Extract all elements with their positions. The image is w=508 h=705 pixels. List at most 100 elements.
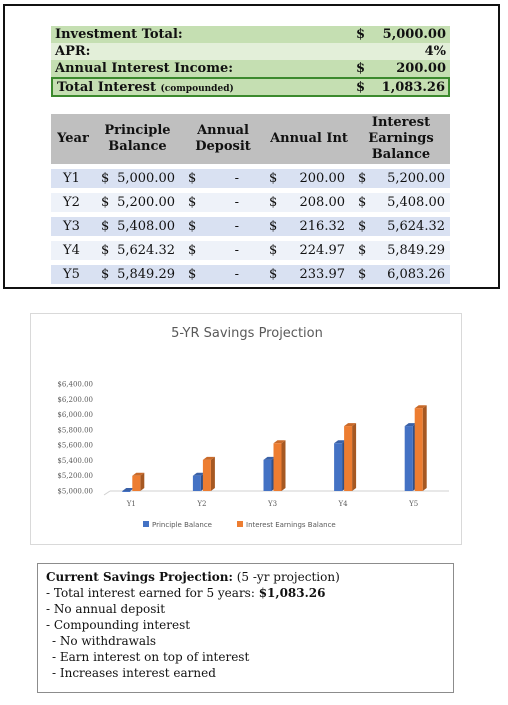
- cell-bal-cur: $: [358, 243, 367, 258]
- notes-line: - Increases interest earned: [52, 666, 216, 680]
- cell-deposit: -: [234, 243, 239, 258]
- cell-int: 216.32: [299, 219, 346, 234]
- bar-side: [352, 423, 357, 491]
- cell-year: Y2: [63, 195, 80, 210]
- cell-int: 200.00: [299, 171, 346, 186]
- apr-label: APR:: [55, 44, 91, 59]
- bar-top: [263, 456, 276, 460]
- bar-principle-balance: [404, 426, 413, 491]
- cell-int-cur: $: [269, 219, 278, 234]
- legend-swatch: [143, 521, 149, 527]
- total-interest-qualifier: (compounded): [160, 84, 234, 94]
- cell-int-cur: $: [269, 243, 278, 258]
- notes-total-prefix: - Total interest earned for 5 years:: [46, 586, 255, 600]
- header-annual-int: Annual Int: [270, 131, 348, 146]
- cell-bal-cur: $: [358, 219, 367, 234]
- notes-heading-line: Current Savings Projection: (5 -yr proje…: [46, 569, 340, 585]
- table-row: Y5 $5,849.29 $ - $233.97 $6,083.26: [51, 265, 450, 284]
- bar-interest-earnings-balance: [414, 408, 423, 491]
- bar-interest-earnings-balance: [273, 443, 282, 491]
- investment-sheet: Investment Total: $ 5,000.00 APR: 4% Ann…: [3, 4, 500, 289]
- cell-deposit: -: [234, 195, 239, 210]
- y-tick-label: $5,400.00: [57, 457, 93, 465]
- header-annual-deposit: Annual Deposit: [195, 123, 251, 154]
- cell-deposit-cur: $: [188, 171, 197, 186]
- cell-principle: 5,200.00: [117, 195, 175, 210]
- investment-total-value: 5,000.00: [382, 27, 446, 42]
- x-axis-depth-line: [103, 490, 111, 496]
- cell-year: Y1: [63, 171, 80, 186]
- notes-line: - Compounding interest: [46, 618, 191, 632]
- cell-int-cur: $: [269, 195, 278, 210]
- y-tick-label: $5,600.00: [57, 442, 93, 450]
- bar-interest-earnings-balance: [132, 475, 141, 491]
- chart-canvas: 5-YR Savings Projection $5,000.00 $5,200.0…: [57, 326, 449, 529]
- table-row: Y2 $5,200.00 $ - $208.00 $5,408.00: [51, 193, 450, 212]
- annual-interest-income-label: Annual Interest Income:: [55, 61, 234, 76]
- cell-principle-cur: $: [101, 195, 110, 210]
- cell-bal: 6,083.26: [387, 267, 445, 282]
- annual-interest-income-currency: $: [356, 61, 366, 76]
- header-interest-earnings-balance: Interest Earnings Balance: [368, 115, 434, 162]
- x-tick-label: Y4: [338, 500, 349, 508]
- legend-label: Principle Balance: [152, 521, 212, 529]
- apr-value: 4%: [424, 44, 446, 59]
- bar-principle-balance: [122, 491, 131, 492]
- bar-principle-balance: [192, 475, 201, 491]
- cell-deposit-cur: $: [188, 219, 197, 234]
- cell-principle: 5,624.32: [117, 243, 175, 258]
- y-tick-label: $6,200.00: [57, 396, 93, 404]
- bar-top: [344, 423, 357, 427]
- cell-bal-cur: $: [358, 195, 367, 210]
- cell-year: Y3: [63, 219, 80, 234]
- apr-row: APR: 4%: [51, 43, 450, 60]
- cell-bal: 5,624.32: [387, 219, 445, 234]
- investment-total-label: Investment Total:: [55, 27, 183, 42]
- bar-top: [404, 423, 417, 427]
- notes-line: - No annual deposit: [46, 602, 166, 616]
- bar-principle-balance: [334, 443, 343, 491]
- table-row: Y1 $5,000.00 $ - $200.00 $5,200.00: [51, 169, 450, 188]
- cell-deposit: -: [234, 171, 239, 186]
- annual-interest-income-value: 200.00: [396, 61, 446, 76]
- cell-principle: 5,000.00: [117, 171, 175, 186]
- cell-year: Y5: [63, 267, 80, 282]
- cell-deposit: -: [234, 267, 239, 282]
- notes-heading: Current Savings Projection:: [46, 570, 233, 584]
- total-interest-label: Total Interest: [57, 80, 156, 95]
- bar-side: [140, 472, 145, 491]
- cell-bal: 5,849.29: [387, 243, 445, 258]
- cell-int-cur: $: [269, 267, 278, 282]
- notes-total-value: $1,083.26: [258, 586, 326, 600]
- bar-side: [281, 440, 286, 491]
- cell-int: 224.97: [299, 243, 346, 258]
- cell-principle-cur: $: [101, 171, 110, 186]
- cell-deposit-cur: $: [188, 195, 197, 210]
- annual-interest-income-row: Annual Interest Income: $ 200.00: [51, 60, 450, 77]
- chart-title: 5-YR Savings Projection: [171, 326, 323, 341]
- cell-bal: 5,408.00: [387, 195, 445, 210]
- bar-top: [334, 440, 347, 444]
- cell-int: 208.00: [299, 195, 346, 210]
- cell-principle-cur: $: [101, 243, 110, 258]
- x-tick-label: Y1: [126, 500, 136, 508]
- y-tick-label: $5,000.00: [57, 488, 93, 496]
- y-tick-label: $5,800.00: [57, 426, 93, 434]
- bar-principle-balance: [263, 459, 272, 491]
- total-interest-row: Total Interest (compounded) $ 1,083.26: [51, 77, 450, 97]
- header-principle-balance: Principle Balance: [104, 123, 171, 154]
- y-tick-label: $6,000.00: [57, 411, 93, 419]
- notes-box: Current Savings Projection: (5 -yr proje…: [37, 563, 454, 693]
- investment-total-currency: $: [356, 27, 366, 42]
- cell-deposit-cur: $: [188, 267, 197, 282]
- cell-int-cur: $: [269, 171, 278, 186]
- savings-chart: 5-YR Savings Projection $5,000.00 $5,200.0…: [30, 313, 462, 545]
- bar-top: [132, 472, 145, 476]
- notes-line: - No withdrawals: [52, 634, 157, 648]
- x-tick-label: Y2: [196, 500, 206, 508]
- cell-principle-cur: $: [101, 219, 110, 234]
- cell-bal-cur: $: [358, 171, 367, 186]
- notes-total-line: - Total interest earned for 5 years: $1,…: [46, 585, 326, 601]
- table-header: Year Principle Balance Annual Deposit An…: [51, 114, 450, 164]
- bar-top: [414, 405, 427, 409]
